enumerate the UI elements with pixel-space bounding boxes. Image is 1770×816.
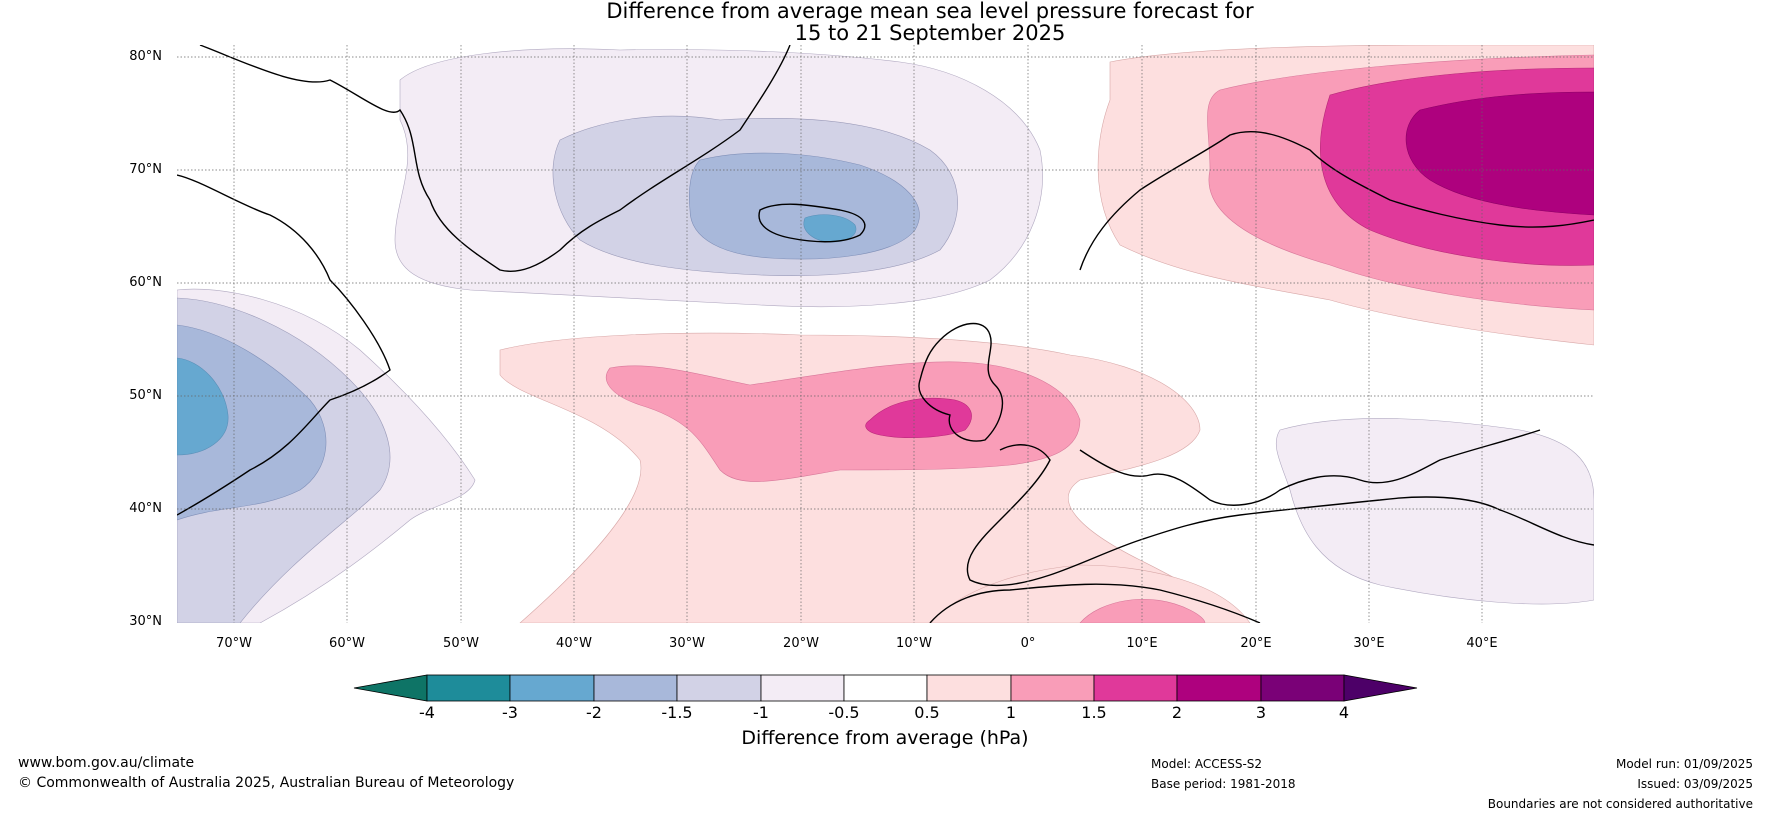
contour-pos-2-north	[1405, 91, 1594, 216]
colorbar-extend-low	[353, 674, 428, 702]
lon-label-30e: 30°E	[1353, 636, 1385, 651]
colorbar-tick-label: 1.5	[1081, 703, 1107, 722]
colorbar-title: Difference from average (hPa)	[741, 727, 1029, 749]
mediterranean-north-coast	[1079, 429, 1541, 506]
colorbar-bin	[426, 674, 511, 702]
british-isles-coast	[918, 322, 1004, 442]
colorbar-bin	[760, 674, 845, 702]
greenland-coast	[199, 45, 791, 272]
colorbar	[353, 674, 1418, 702]
iceland-coast	[758, 203, 866, 243]
colorbar-tick-label: 3	[1255, 703, 1267, 722]
lon-label-20w: 20°W	[783, 636, 819, 651]
footer-copyright: © Commonwealth of Australia 2025, Austra…	[18, 775, 515, 791]
footer-issued: Issued: 03/09/2025	[1637, 777, 1753, 791]
footer-disclaimer: Boundaries are not considered authoritat…	[1487, 797, 1753, 811]
lat-label-80n: 80°N	[129, 49, 162, 64]
contour-neg-2-west	[177, 357, 229, 456]
contour-pos-1.5-atlantic	[865, 397, 972, 439]
colorbar-bin	[926, 674, 1012, 702]
colorbar-extend-high	[1343, 674, 1418, 702]
lon-label-70w: 70°W	[216, 636, 252, 651]
anomaly-contours	[177, 45, 1594, 623]
colorbar-tick-label: 2	[1171, 703, 1183, 722]
lon-label-50w: 50°W	[443, 636, 479, 651]
lon-label-0: 0°	[1020, 636, 1036, 651]
north-africa-coast	[929, 583, 1261, 623]
colorbar-tick-label: 0.5	[914, 703, 940, 722]
colorbar-tick-label: -0.5	[828, 703, 860, 722]
contour-neg-1.5-west	[177, 324, 327, 521]
colorbar-tick-label: -4	[419, 703, 435, 722]
footer-website: www.bom.gov.au/climate	[18, 755, 195, 771]
colorbar-bin	[1176, 674, 1262, 702]
lon-label-30w: 30°W	[669, 636, 705, 651]
colorbar-bin	[1093, 674, 1178, 702]
colorbar-bin	[509, 674, 595, 702]
lon-label-40w: 40°W	[556, 636, 592, 651]
colorbar-tick-label: -3	[502, 703, 518, 722]
colorbar-bin	[1260, 674, 1345, 702]
contour-neg-2-north	[803, 214, 857, 243]
colorbar-bin	[843, 674, 928, 702]
lon-label-60w: 60°W	[329, 636, 365, 651]
lon-label-10w: 10°W	[896, 636, 932, 651]
canada-coast	[177, 174, 391, 516]
lon-label-40e: 40°E	[1466, 636, 1498, 651]
lat-label-30n: 30°N	[129, 614, 162, 629]
lat-label-70n: 70°N	[129, 162, 162, 177]
norway-coast	[1079, 131, 1594, 271]
colorbar-tick-label: 4	[1338, 703, 1350, 722]
colorbar-bin	[1010, 674, 1095, 702]
map-title-line-1: Difference from average mean sea level p…	[606, 0, 1254, 23]
lon-label-10e: 10°E	[1126, 636, 1158, 651]
lat-label-40n: 40°N	[129, 501, 162, 516]
colorbar-bin	[593, 674, 678, 702]
footer-base-period: Base period: 1981-2018	[1151, 777, 1296, 791]
contour-pos-1-africa	[1079, 599, 1206, 623]
footer-model: Model: ACCESS-S2	[1151, 757, 1263, 771]
colorbar-tick-label: -1	[753, 703, 769, 722]
lon-label-20e: 20°E	[1240, 636, 1272, 651]
colorbar-tick-label: -2	[586, 703, 602, 722]
contour-pos-1-atlantic	[605, 361, 1081, 482]
lat-label-60n: 60°N	[129, 275, 162, 290]
footer-model-run: Model run: 01/09/2025	[1615, 757, 1753, 771]
graticule	[177, 45, 1594, 623]
colorbar-tick-label: -1.5	[661, 703, 693, 722]
colorbar-bin	[676, 674, 762, 702]
lat-label-50n: 50°N	[129, 388, 162, 403]
map-title-line-2: 15 to 21 September 2025	[794, 21, 1066, 45]
colorbar-tick-label: 1	[1005, 703, 1017, 722]
contour-neg-0.5-east	[1276, 418, 1594, 605]
